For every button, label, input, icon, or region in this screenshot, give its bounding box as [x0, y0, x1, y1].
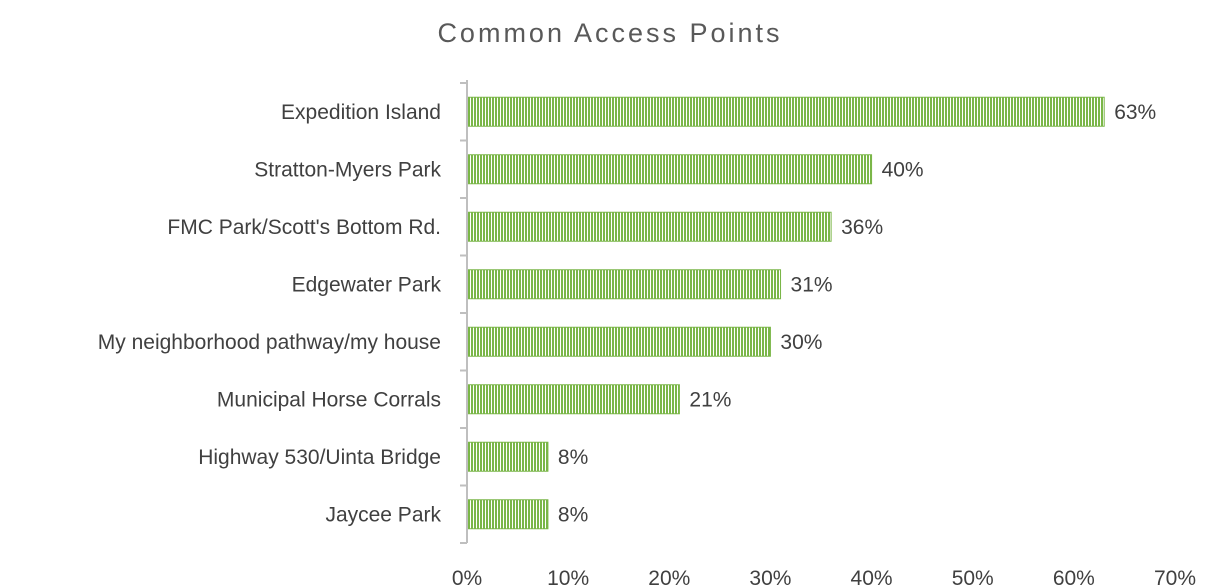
x-tick-label-5: 50%: [952, 567, 994, 588]
category-label-7: Jaycee Park: [325, 503, 441, 526]
bar-2: [467, 211, 832, 242]
bars-layer: [467, 96, 1105, 530]
chart-title: Common Access Points: [437, 18, 782, 48]
data-label-2: 36%: [841, 216, 883, 239]
category-label-2: FMC Park/Scott's Bottom Rd.: [167, 216, 441, 239]
category-label-1: Stratton-Myers Park: [254, 158, 441, 181]
axis-layer: 0% 10% 20% 30% 40% 50% 60% 70%: [452, 80, 1196, 588]
labels-layer: Expedition Island 63% Stratton-Myers Park 4…: [98, 101, 1156, 527]
bar-3: [467, 269, 782, 300]
category-label-3: Edgewater Park: [292, 273, 442, 296]
category-label-6: Highway 530/Uinta Bridge: [198, 446, 441, 469]
bar-6: [467, 441, 549, 472]
bar-7: [467, 499, 549, 530]
x-tick-label-3: 30%: [749, 567, 791, 588]
x-tick-label-6: 60%: [1053, 567, 1095, 588]
bar-4: [467, 326, 771, 357]
x-tick-label-0: 0%: [452, 567, 482, 588]
bar-1: [467, 154, 873, 185]
data-label-5: 21%: [689, 388, 731, 411]
x-tick-label-2: 20%: [648, 567, 690, 588]
x-tick-label-4: 40%: [851, 567, 893, 588]
x-tick-label-7: 70%: [1154, 567, 1196, 588]
data-label-0: 63%: [1114, 101, 1156, 124]
bar-0: [467, 96, 1105, 127]
category-label-4: My neighborhood pathway/my house: [98, 331, 441, 354]
data-label-1: 40%: [882, 158, 924, 181]
category-label-5: Municipal Horse Corrals: [217, 388, 441, 411]
bar-5: [467, 384, 680, 415]
data-label-4: 30%: [780, 331, 822, 354]
data-label-3: 31%: [791, 273, 833, 296]
data-label-6: 8%: [558, 446, 588, 469]
x-tick-label-1: 10%: [547, 567, 589, 588]
data-label-7: 8%: [558, 503, 588, 526]
category-label-0: Expedition Island: [281, 101, 441, 124]
